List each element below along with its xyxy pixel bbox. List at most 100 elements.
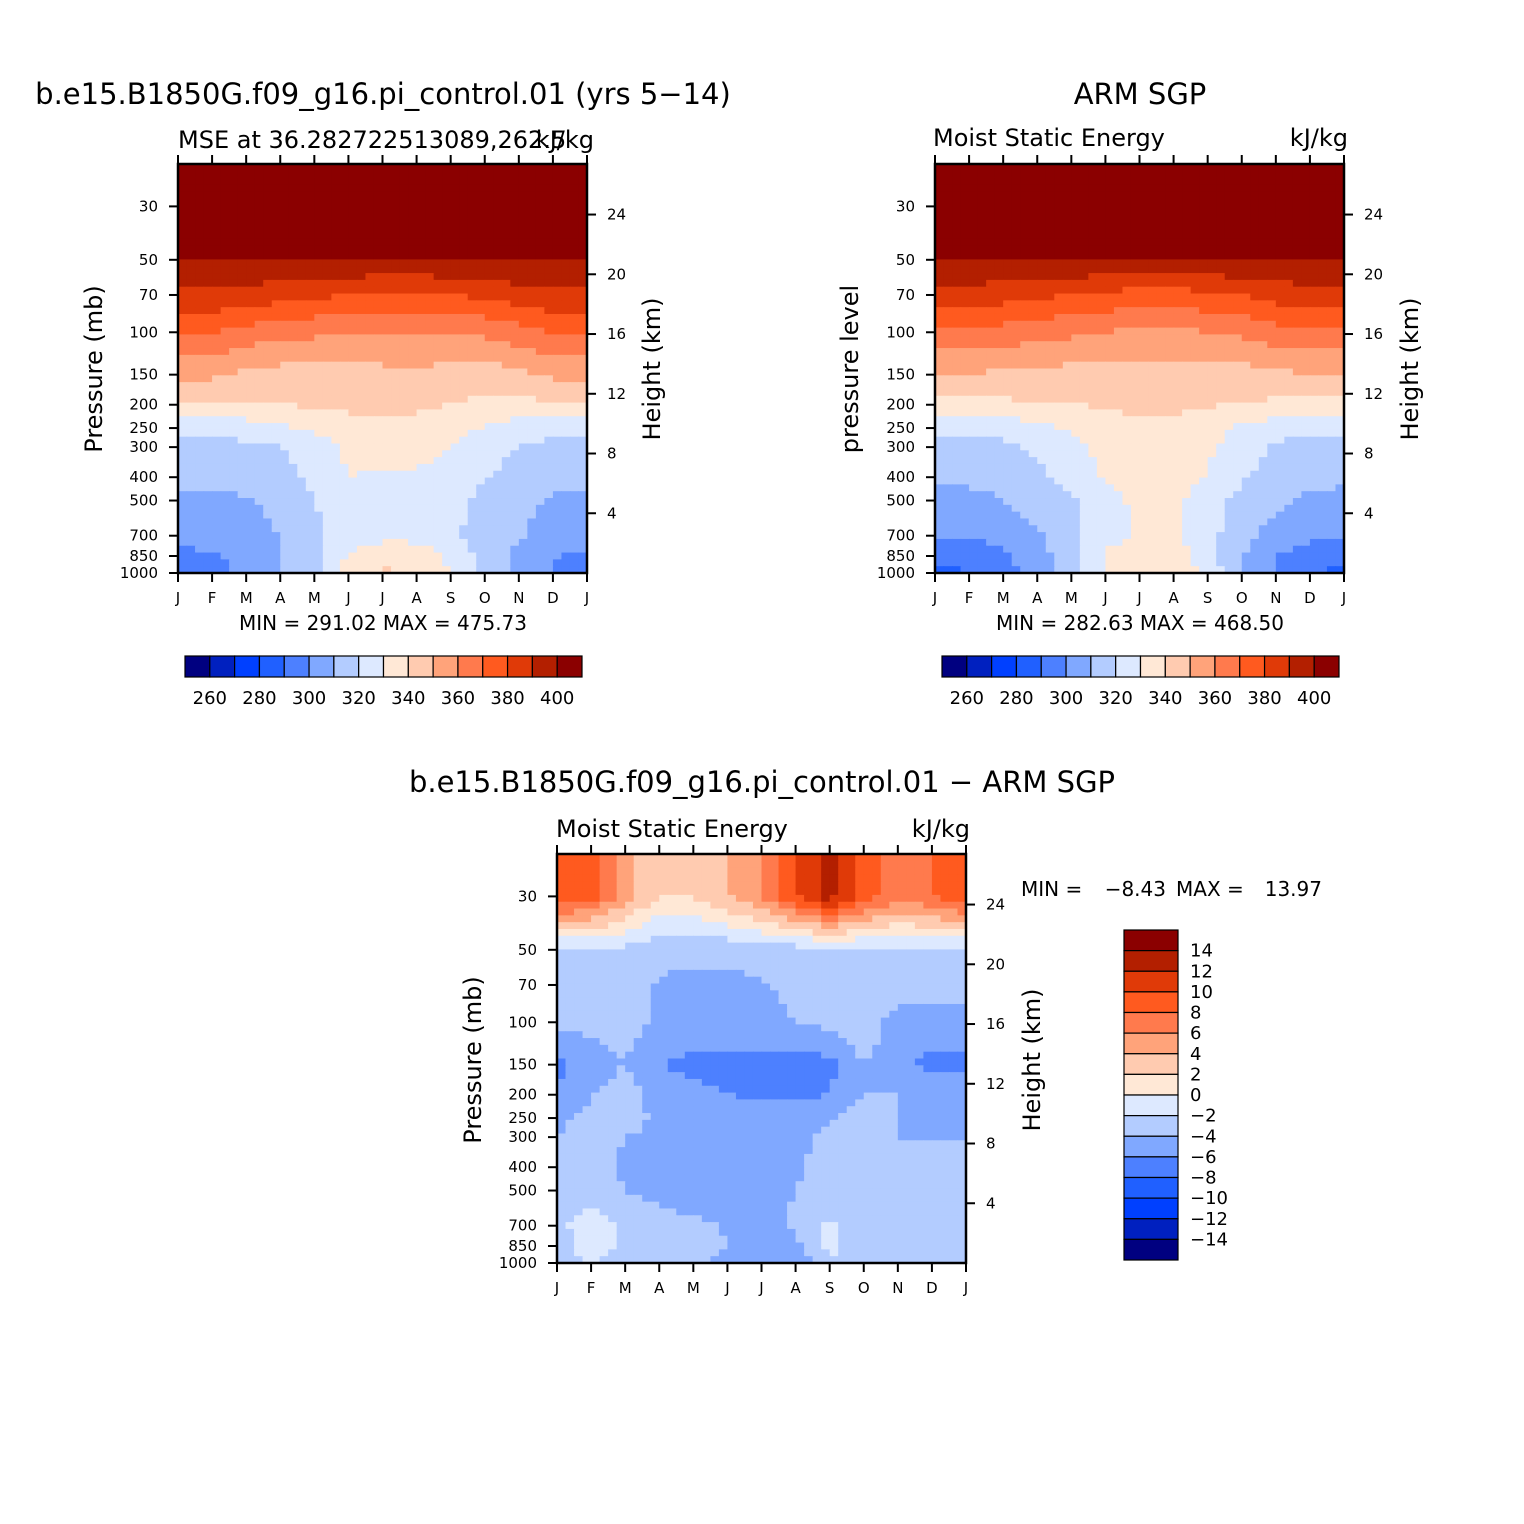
contour-cell xyxy=(1045,218,1055,226)
contour-cell xyxy=(365,307,375,315)
contour-cell xyxy=(1233,388,1243,397)
contour-cell xyxy=(935,354,945,363)
contour-cell xyxy=(561,320,571,329)
contour-cell xyxy=(433,341,443,349)
contour-cell xyxy=(1105,198,1115,206)
contour-cell xyxy=(382,191,392,199)
contour-cell xyxy=(501,457,511,465)
contour-cell xyxy=(1139,423,1149,431)
contour-cell xyxy=(459,252,469,261)
contour-cell xyxy=(237,191,247,199)
contour-cell xyxy=(178,286,188,295)
contour-cell xyxy=(391,423,401,431)
contour-cell xyxy=(408,525,418,533)
contour-cell xyxy=(1037,238,1047,247)
contour-cell xyxy=(459,320,469,329)
contour-cell xyxy=(237,416,247,424)
contour-cell xyxy=(1020,245,1030,254)
contour-cell xyxy=(314,170,324,179)
contour-cell xyxy=(212,463,222,472)
contour-cell xyxy=(1105,307,1115,315)
contour-cell xyxy=(314,532,324,540)
contour-cell xyxy=(1156,395,1166,404)
colorbar-box xyxy=(531,655,558,678)
contour-cell xyxy=(1037,218,1047,226)
contour-cell xyxy=(450,334,460,342)
contour-cell xyxy=(476,416,486,424)
contour-cell xyxy=(544,382,554,390)
contour-cell xyxy=(510,375,520,383)
contour-cell xyxy=(305,423,315,431)
contour-cell xyxy=(1113,402,1124,410)
contour-cell xyxy=(510,191,520,199)
contour-cell xyxy=(356,191,367,199)
contour-cell xyxy=(994,225,1004,233)
contour-cell xyxy=(1122,409,1132,417)
contour-cell xyxy=(578,382,588,390)
contour-cell xyxy=(1173,279,1183,288)
contour-cell xyxy=(1284,409,1294,417)
contour-cell xyxy=(1062,300,1072,308)
contour-cell xyxy=(510,545,520,554)
contour-cell xyxy=(1309,232,1320,240)
contour-cell xyxy=(569,252,580,261)
contour-cell xyxy=(1028,327,1038,336)
contour-cell xyxy=(561,164,571,172)
contour-cell xyxy=(1207,177,1217,186)
contour-cell xyxy=(348,245,358,254)
contour-cell xyxy=(1165,361,1175,370)
contour-cell xyxy=(1105,354,1115,363)
contour-cell xyxy=(1113,341,1124,349)
contour-cell xyxy=(203,348,213,356)
contour-cell xyxy=(280,429,290,438)
contour-cell xyxy=(1216,354,1226,363)
contour-cell xyxy=(237,525,247,533)
contour-cell xyxy=(510,361,520,370)
contour-cell xyxy=(578,300,588,308)
colorbar-box xyxy=(432,655,459,678)
contour-cell xyxy=(373,266,384,274)
contour-cell xyxy=(1096,402,1107,410)
contour-cell xyxy=(1267,211,1277,220)
contour-cell xyxy=(1105,279,1115,288)
contour-cell xyxy=(433,259,443,267)
contour-cell xyxy=(195,368,205,376)
contour-cell xyxy=(408,266,418,274)
contour-cell xyxy=(459,470,469,479)
contour-cell xyxy=(1105,245,1115,254)
contour-cell xyxy=(1284,252,1294,261)
contour-cell xyxy=(1309,191,1320,199)
contour-cell xyxy=(263,416,273,424)
contour-cell xyxy=(382,518,392,526)
contour-cell xyxy=(1079,416,1089,424)
contour-cell xyxy=(1258,191,1268,199)
contour-cell xyxy=(1071,198,1081,206)
contour-cell xyxy=(969,334,979,342)
contour-cell xyxy=(1233,402,1243,410)
contour-cell xyxy=(203,327,213,336)
contour-cell xyxy=(1335,164,1345,172)
contour-cell xyxy=(484,484,494,492)
contour-cell xyxy=(237,164,247,172)
contour-cell xyxy=(433,225,443,233)
contour-cell xyxy=(501,504,511,513)
contour-cell xyxy=(1173,429,1183,438)
contour-cell xyxy=(186,293,196,301)
contour-cell xyxy=(450,273,460,281)
contour-cell xyxy=(578,375,588,383)
contour-cell xyxy=(229,559,239,567)
contour-cell xyxy=(569,511,580,520)
contour-cell xyxy=(1250,327,1260,336)
contour-cell xyxy=(1233,300,1243,308)
contour-cell xyxy=(212,511,222,520)
contour-cell xyxy=(569,375,580,383)
contour-cell xyxy=(1258,218,1268,226)
contour-cell xyxy=(408,457,418,465)
contour-cell xyxy=(561,477,571,485)
contour-cell xyxy=(569,409,580,417)
contour-cell xyxy=(408,232,418,240)
contour-cell xyxy=(1326,232,1337,240)
contour-cell xyxy=(1139,170,1149,179)
y-tick-label: 400 xyxy=(129,468,158,486)
contour-cell xyxy=(246,334,256,342)
